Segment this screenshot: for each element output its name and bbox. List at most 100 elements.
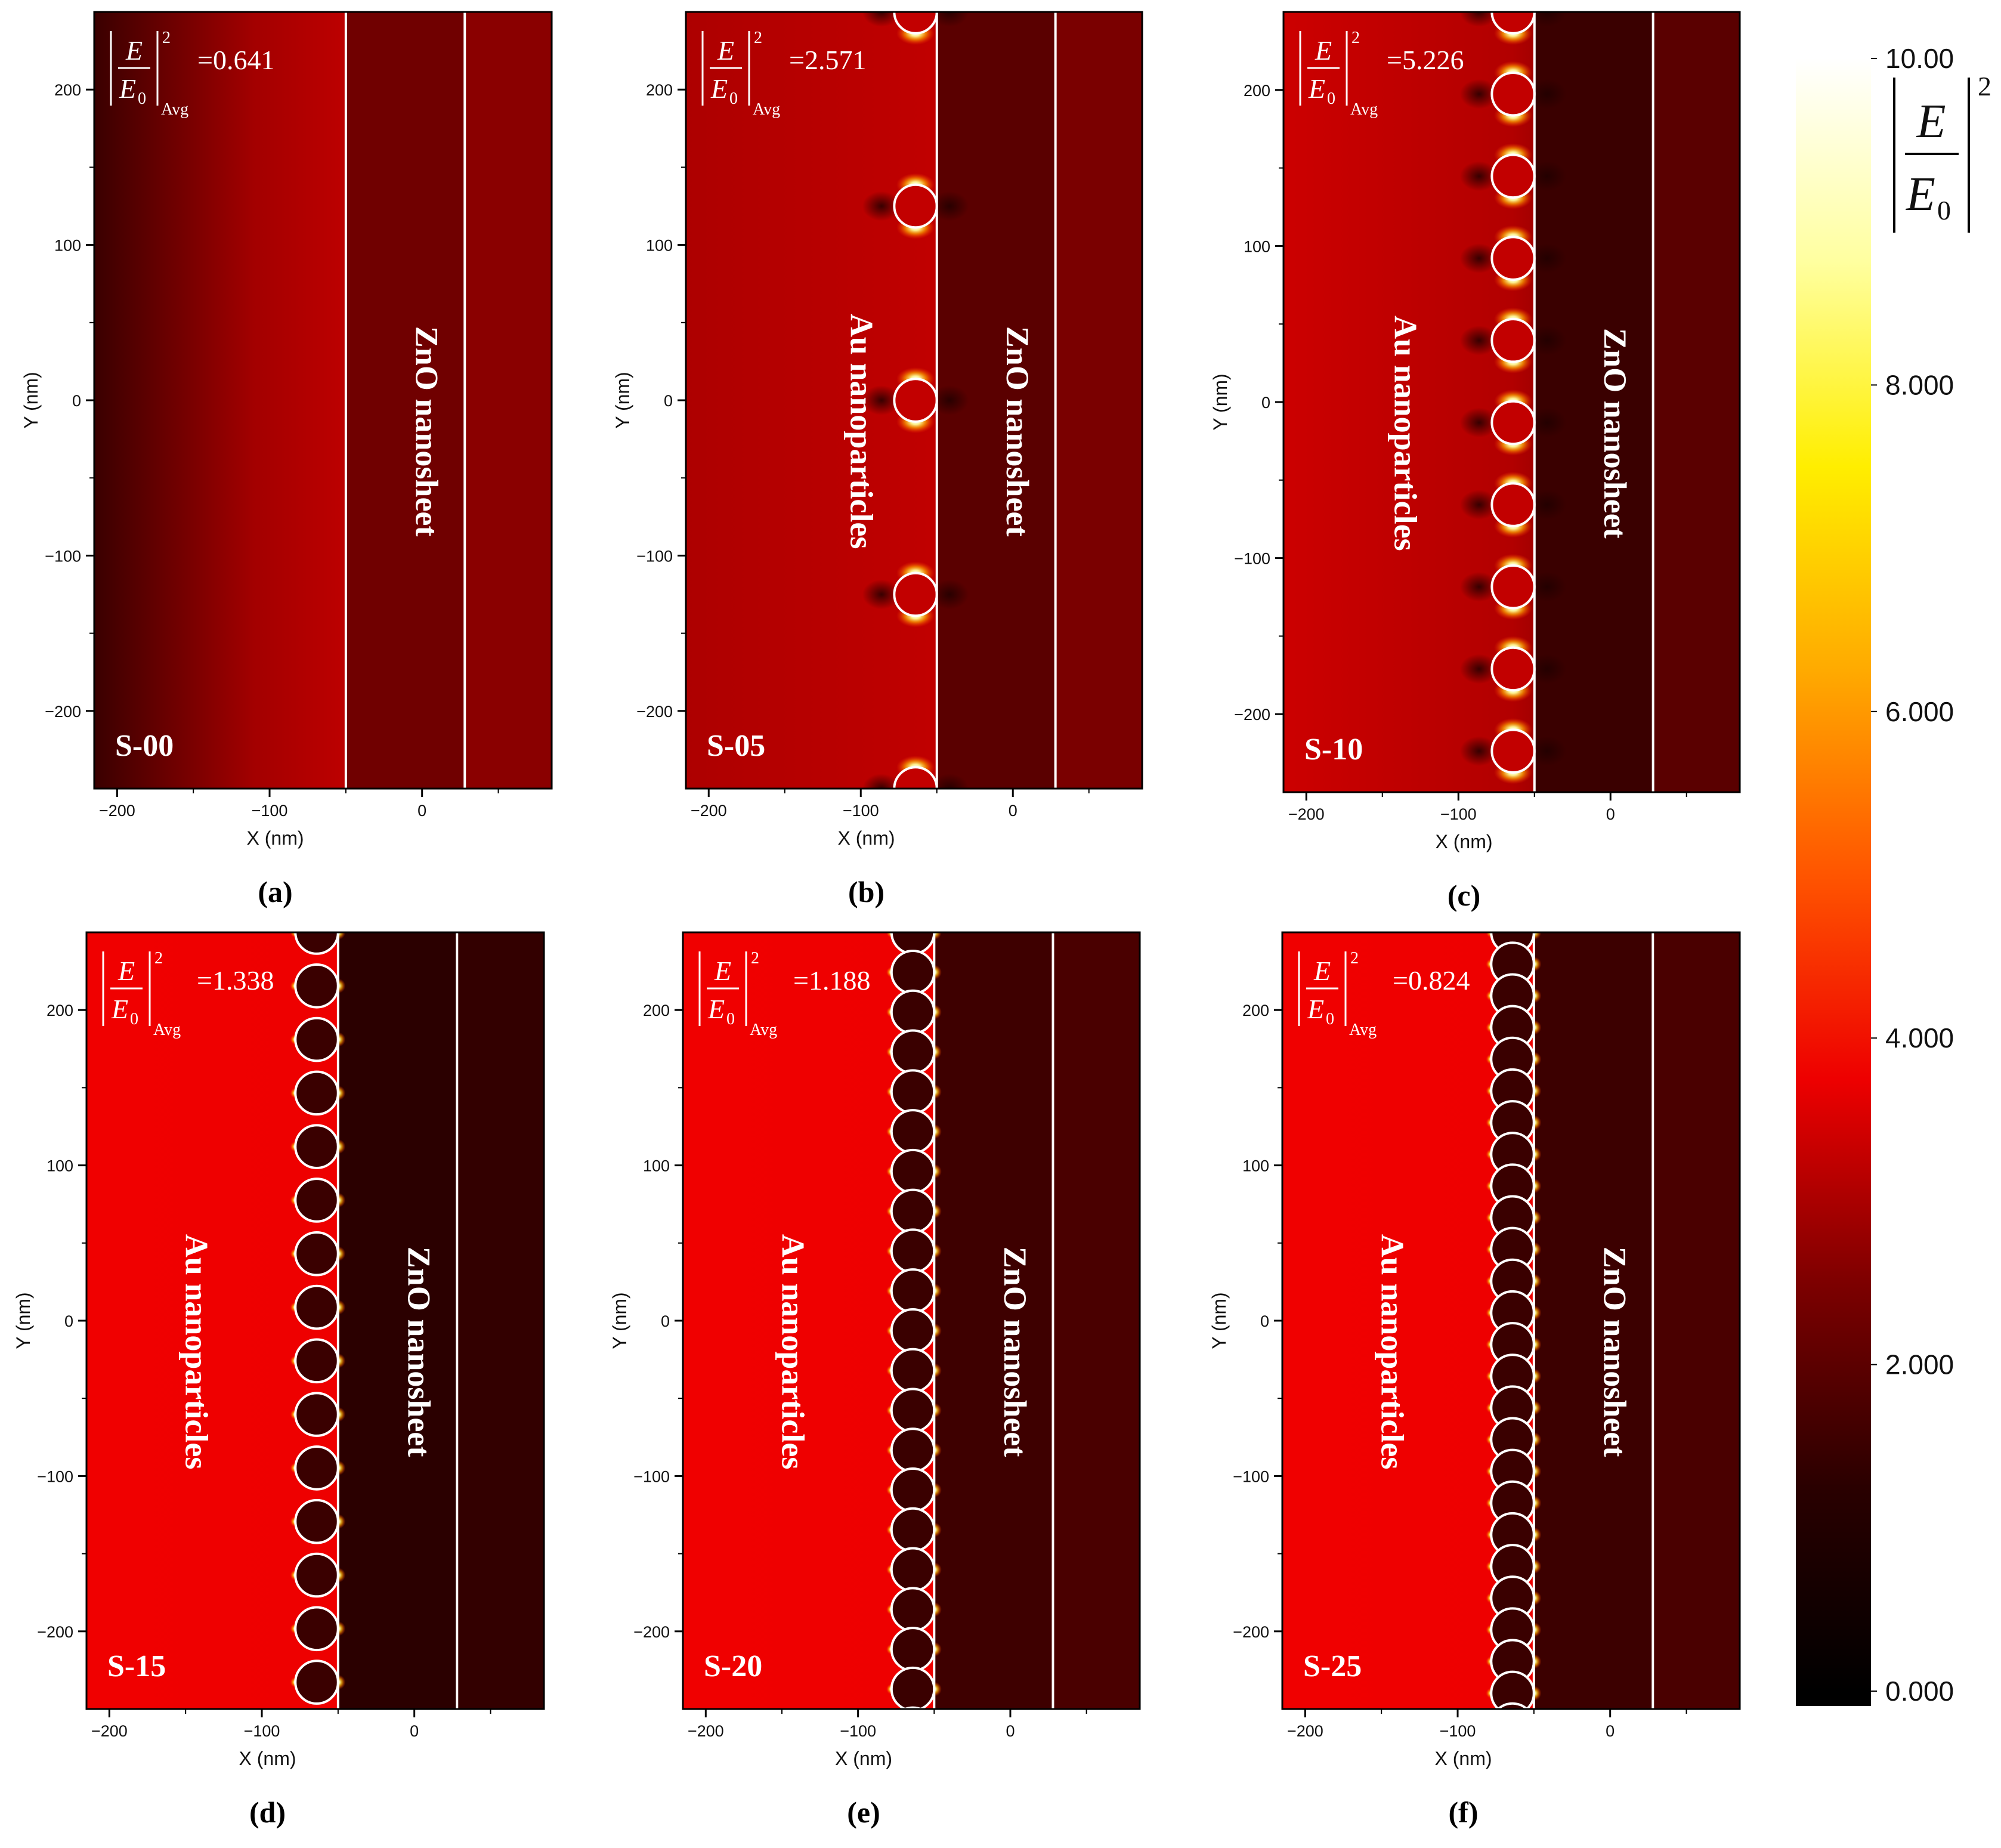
x-tick-label: −200: [688, 1722, 724, 1740]
y-tick-label: 200: [1242, 1002, 1269, 1019]
y-tick-label: −200: [636, 703, 673, 721]
au-label: Au nanoparticles: [179, 1234, 215, 1470]
field-hotspot: [927, 1722, 942, 1736]
field-shadow: [1528, 12, 1567, 27]
y-tick-label: 100: [1242, 1157, 1269, 1175]
y-tick-label: −100: [636, 547, 673, 565]
field-hotspot: [896, 0, 935, 2]
zno-label: ZnO nanosheet: [997, 1247, 1033, 1457]
au-nanoparticle: [890, 1109, 936, 1154]
x-tick-label: −100: [1440, 805, 1477, 823]
zno-label: ZnO nanosheet: [401, 1247, 437, 1457]
substrate-region: [1055, 12, 1142, 789]
panel-s-20: −200 −100 0 200 100 0 −100 −200 X (nm) Y (nm) (e) S…: [609, 931, 1141, 1829]
field-shadow: [862, 774, 901, 789]
zno-label: ZnO nanosheet: [409, 326, 445, 537]
substrate-region: [1653, 12, 1740, 792]
field-shadow: [930, 385, 969, 415]
au-nanoparticle: [902, 1706, 924, 1709]
panel-letter: (a): [258, 875, 292, 908]
formula-subscript: 0: [726, 1010, 735, 1028]
au-nanoparticle: [890, 950, 936, 995]
au-nanoparticle: [893, 183, 938, 229]
au-nanoparticle: [890, 1188, 936, 1234]
formula-power: 2: [754, 29, 762, 47]
au-nanoparticle: [1490, 236, 1536, 281]
colorbar-gradient-bar: [1796, 58, 1871, 1691]
au-nanoparticle: [890, 1387, 936, 1433]
au-nanoparticle: [890, 1029, 936, 1075]
y-tick-label: 100: [643, 1157, 670, 1175]
x-tick-label: −100: [840, 1722, 876, 1740]
au-nanoparticle: [294, 1231, 339, 1277]
au-nanoparticle: [890, 1308, 936, 1353]
y-tick-label: 100: [47, 1157, 73, 1175]
au-nanoparticle: [893, 766, 938, 789]
formula-power: 2: [154, 949, 163, 968]
formula-avg: Avg: [750, 1021, 777, 1039]
y-tick-label: 0: [64, 1312, 73, 1330]
field-shadow: [1528, 325, 1567, 356]
zno-label: ZnO nanosheet: [1597, 1247, 1633, 1457]
formula-numerator: E: [714, 956, 731, 986]
colorbar-tick-label: 2.000: [1885, 1349, 1954, 1380]
field-hotspot: [1486, 1720, 1496, 1730]
field-shadow: [1459, 571, 1499, 602]
x-tick-label: 0: [417, 802, 426, 820]
au-nanoparticle: [294, 963, 339, 1009]
field-shadow: [1459, 490, 1499, 520]
au-nanoparticle: [1490, 12, 1536, 35]
avg-value: =5.226: [1387, 45, 1464, 75]
formula-avg: Avg: [153, 1021, 181, 1039]
y-tick-label: 100: [54, 237, 81, 255]
au-nanoparticle: [1490, 71, 1536, 117]
au-nanoparticle: [1490, 153, 1536, 199]
au-nanoparticle: [294, 932, 339, 955]
sample-label: S-10: [1304, 733, 1363, 767]
substrate-region: [465, 12, 552, 789]
au-label: Au nanoparticles: [1375, 1234, 1411, 1470]
x-tick-label: 0: [1006, 1722, 1015, 1740]
formula-denominator: E: [1308, 73, 1325, 104]
y-tick-label: −200: [633, 1623, 670, 1641]
x-axis-title: X (nm): [239, 1748, 296, 1769]
field-shadow: [1528, 79, 1567, 109]
formula-denominator: E: [1307, 994, 1324, 1024]
y-tick-label: 0: [664, 392, 673, 410]
avg-value: =0.641: [197, 45, 274, 75]
au-nanoparticle: [294, 1606, 339, 1652]
field-hotspot: [1494, 843, 1532, 866]
formula-numerator: E: [125, 35, 143, 66]
field-shadow: [1459, 407, 1499, 438]
au-label: Au nanoparticles: [775, 1234, 811, 1470]
formula-subscript: 0: [1937, 195, 1951, 225]
formula-denominator: E: [707, 994, 725, 1024]
formula-power: 2: [751, 949, 759, 968]
field-shadow: [1459, 325, 1499, 356]
field-hotspot: [290, 1730, 301, 1741]
x-tick-label: −100: [1440, 1722, 1476, 1740]
panel-letter: (d): [249, 1796, 286, 1829]
formula-avg: Avg: [1350, 100, 1378, 119]
field-map: [1282, 932, 1740, 1730]
panel-s-10: −200 −100 0 200 100 0 −100 −200 X (nm) Y (nm) (c) S…: [1210, 11, 1741, 912]
au-nanoparticle: [1496, 1702, 1529, 1709]
y-tick-label: −100: [1234, 550, 1270, 568]
formula-power: 2: [1978, 71, 1991, 101]
x-axis-title: X (nm): [1435, 1748, 1492, 1769]
sample-label: S-25: [1303, 1649, 1362, 1683]
y-tick-label: 0: [1260, 1312, 1269, 1330]
field-shadow: [862, 579, 901, 610]
field-map: [686, 0, 1142, 789]
au-nanoparticle: [294, 1178, 339, 1223]
field-shadow: [1528, 571, 1567, 602]
field-shadow: [930, 579, 969, 610]
y-tick-label: 200: [643, 1002, 670, 1019]
au-nanoparticle: [1490, 564, 1536, 610]
x-tick-label: −200: [691, 802, 727, 820]
au-nanoparticle: [890, 1148, 936, 1194]
au-nanoparticle: [294, 1660, 339, 1705]
field-map: [86, 932, 544, 1741]
substrate-region: [457, 932, 544, 1709]
